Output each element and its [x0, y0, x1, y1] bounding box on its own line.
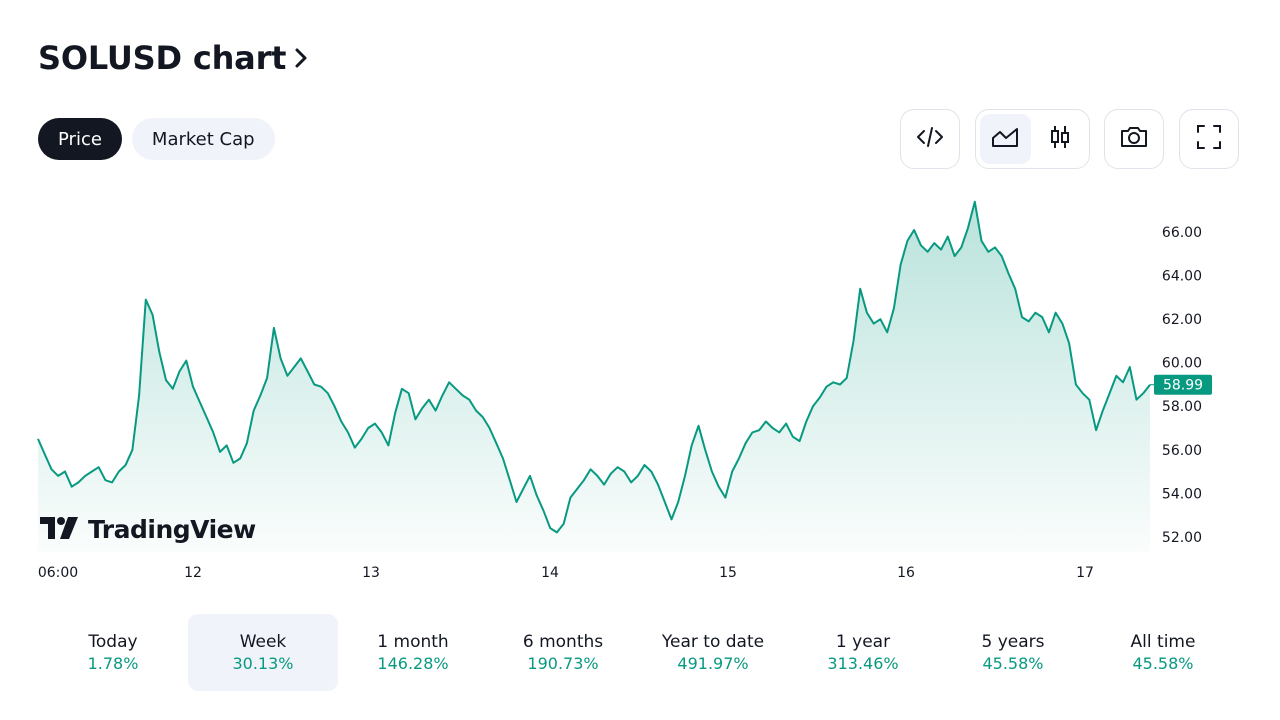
candlestick-icon [1049, 124, 1071, 154]
fullscreen-icon [1195, 123, 1223, 155]
period-change: 1.78% [87, 653, 139, 673]
period-label: All time [1130, 631, 1196, 652]
chart-title-link[interactable]: SOLUSD chart [38, 36, 308, 80]
camera-icon [1119, 125, 1149, 153]
period-label: 1 year [835, 631, 891, 652]
period-5-years[interactable]: 5 years 45.58% [938, 614, 1088, 691]
period-label: Today [88, 631, 138, 652]
x-tick-label: 17 [1076, 565, 1094, 581]
period-today[interactable]: Today 1.78% [38, 614, 188, 691]
y-tick-label: 64.00 [1162, 269, 1202, 285]
fullscreen-button[interactable] [1179, 109, 1239, 169]
area-style-button[interactable] [980, 114, 1031, 164]
x-tick-label: 14 [541, 565, 559, 581]
y-tick-label: 60.00 [1162, 356, 1202, 372]
period-change: 313.46% [827, 653, 899, 673]
tab-price[interactable]: Price [38, 118, 122, 160]
price-area-fill [38, 201, 1150, 553]
watermark-text: TradingView [88, 515, 256, 544]
period-label: Week [239, 631, 287, 652]
area-chart-icon [991, 126, 1019, 152]
tab-market-cap[interactable]: Market Cap [131, 118, 275, 160]
period-label: 1 month [377, 631, 449, 652]
period-change: 45.58% [982, 653, 1044, 673]
code-icon [916, 125, 944, 153]
chart-type-tabs: Price Market Cap [38, 118, 275, 160]
y-tick-label: 58.00 [1162, 399, 1202, 415]
y-tick-label: 54.00 [1162, 486, 1202, 502]
last-price-tag [1154, 374, 1212, 395]
period-year-to-date[interactable]: Year to date 491.97% [638, 614, 788, 691]
x-tick-label: 06:00 [38, 565, 78, 581]
period-change: 30.13% [232, 653, 294, 673]
y-tick-label: 52.00 [1162, 530, 1202, 546]
x-tick-label: 16 [897, 565, 915, 581]
chevron-right-icon [294, 47, 308, 73]
period-change: 146.28% [377, 653, 449, 673]
last-price-label: 58.99 [1163, 378, 1203, 394]
period-change: 190.73% [527, 653, 599, 673]
period-change: 45.58% [1132, 653, 1194, 673]
snapshot-button[interactable] [1104, 109, 1164, 169]
chart-style-toggle [975, 109, 1090, 169]
price-chart-svg: 52.00 54.00 56.00 58.00 60.00 62.00 64.00 66.00… [37, 200, 1212, 581]
page-title: SOLUSD chart [38, 39, 287, 77]
x-tick-label: 13 [362, 565, 380, 581]
period-week[interactable]: Week 30.13% [188, 614, 338, 691]
period-1-month[interactable]: 1 month 146.28% [338, 614, 488, 691]
x-tick-label: 15 [719, 565, 737, 581]
tradingview-watermark: TradingView [40, 515, 256, 544]
y-tick-label: 56.00 [1162, 443, 1202, 459]
period-label: 6 months [522, 631, 604, 652]
tradingview-logo-icon [40, 516, 80, 543]
candles-style-button[interactable] [1035, 114, 1086, 164]
period-label: 5 years [981, 631, 1045, 652]
period-change: 491.97% [677, 653, 749, 673]
period-all-time[interactable]: All time 45.58% [1088, 614, 1238, 691]
y-tick-label: 66.00 [1162, 225, 1202, 241]
y-tick-label: 62.00 [1162, 312, 1202, 328]
price-chart[interactable]: 52.00 54.00 56.00 58.00 60.00 62.00 64.00 66.00… [0, 180, 1280, 600]
x-tick-label: 12 [184, 565, 202, 581]
price-series-line [37, 200, 1151, 534]
period-1-year[interactable]: 1 year 313.46% [788, 614, 938, 691]
period-label: Year to date [661, 631, 765, 652]
period-selector: Today 1.78% Week 30.13% 1 month 146.28% … [38, 614, 1238, 691]
embed-button[interactable] [900, 109, 960, 169]
period-6-months[interactable]: 6 months 190.73% [488, 614, 638, 691]
